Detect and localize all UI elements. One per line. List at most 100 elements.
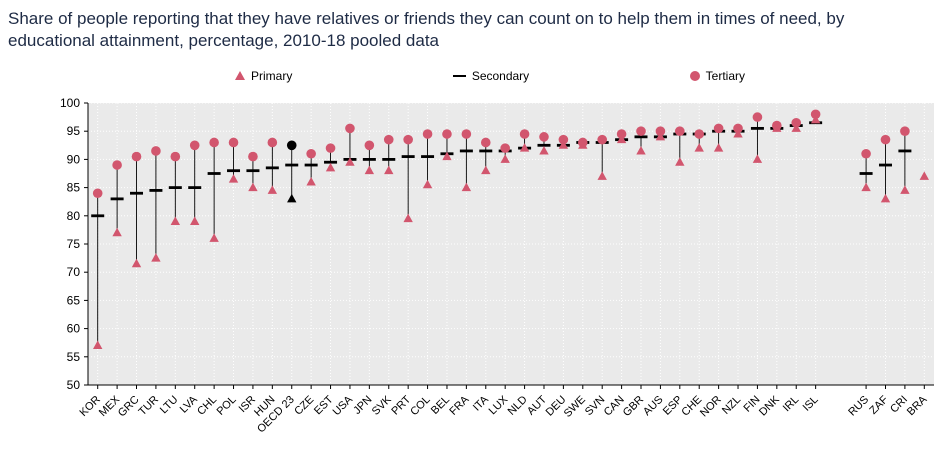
primary-marker xyxy=(772,123,782,132)
x-tick-label: KOR xyxy=(77,393,102,418)
primary-marker xyxy=(919,171,929,180)
tertiary-marker xyxy=(228,137,239,148)
legend-item-tertiary: Tertiary xyxy=(689,68,745,83)
tertiary-marker xyxy=(267,137,278,148)
y-tick-label: 95 xyxy=(67,124,81,138)
secondary-marker xyxy=(246,169,260,172)
tertiary-marker xyxy=(861,148,871,159)
x-tick-label: CZE xyxy=(292,394,316,418)
tertiary-marker xyxy=(325,143,336,153)
x-tick-label: ESP xyxy=(661,394,685,418)
primary-marker xyxy=(810,114,821,124)
secondary-marker xyxy=(362,157,376,161)
tertiary-marker xyxy=(383,134,394,145)
secondary-marker xyxy=(750,126,764,130)
chart-legend: Primary Secondary Tertiary xyxy=(235,69,745,83)
primary-marker xyxy=(248,182,258,191)
x-tick-label: JPN xyxy=(351,393,374,416)
primary-marker xyxy=(345,157,355,166)
secondary-marker xyxy=(859,171,873,175)
y-tick-label: 85 xyxy=(67,180,81,194)
tertiary-marker xyxy=(880,134,891,145)
tertiary-marker xyxy=(675,126,685,136)
tertiary-marker xyxy=(364,140,375,150)
tertiary-marker xyxy=(500,143,510,153)
primary-marker xyxy=(112,227,122,237)
secondary-marker xyxy=(130,191,144,195)
x-tick-label: USA xyxy=(331,393,356,418)
primary-marker xyxy=(403,213,413,222)
chart-area: 50 55 60 65 70 75 80 85 90 95 100 KOR MEX GRC TUR LTU LV… xyxy=(0,85,952,439)
y-tick-label: 60 xyxy=(67,321,81,335)
x-tick-label: EST xyxy=(312,393,336,417)
tertiary-marker xyxy=(170,151,181,162)
y-tick-label: 75 xyxy=(67,237,81,251)
primary-marker xyxy=(209,233,219,242)
triangle-icon xyxy=(235,71,245,81)
x-tick-label: COL xyxy=(408,394,432,418)
tertiary-marker xyxy=(791,117,802,128)
x-tick-label: AUS xyxy=(641,394,665,418)
primary-marker xyxy=(325,162,336,172)
primary-marker xyxy=(93,340,103,349)
x-tick-label: SVK xyxy=(370,393,395,418)
primary-marker xyxy=(900,185,910,194)
x-tick-label: NOR xyxy=(698,393,724,419)
x-tick-label: BRA xyxy=(905,393,930,418)
tertiary-marker xyxy=(733,123,743,134)
primary-marker xyxy=(616,134,627,144)
secondary-marker xyxy=(285,163,299,167)
tertiary-marker xyxy=(461,129,472,139)
x-tick-label: RUS xyxy=(846,394,871,419)
primary-marker xyxy=(675,157,685,166)
primary-marker xyxy=(267,185,278,194)
primary-marker xyxy=(190,216,200,225)
x-tick-label: IRL xyxy=(781,394,802,415)
tertiary-marker xyxy=(636,126,646,136)
secondary-marker xyxy=(207,171,221,175)
x-tick-label: BEL xyxy=(429,394,452,417)
primary-marker xyxy=(636,145,646,155)
circle-icon xyxy=(689,70,700,81)
secondary-marker xyxy=(382,157,396,161)
tertiary-marker xyxy=(209,137,219,148)
primary-marker xyxy=(422,179,433,189)
tertiary-marker xyxy=(616,129,627,139)
primary-marker xyxy=(481,165,491,175)
x-tick-label: SWE xyxy=(562,394,588,420)
legend-label-tertiary: Tertiary xyxy=(705,68,745,83)
primary-marker xyxy=(287,193,297,203)
tertiary-marker xyxy=(306,148,316,159)
y-tick-label: 100 xyxy=(60,96,80,110)
tertiary-marker xyxy=(539,131,549,142)
primary-marker xyxy=(880,193,891,203)
secondary-marker xyxy=(634,135,648,139)
tertiary-marker xyxy=(558,134,569,145)
x-tick-label: FRA xyxy=(447,393,472,418)
x-tick-label: AUT xyxy=(525,393,549,417)
primary-marker xyxy=(578,140,588,149)
primary-marker xyxy=(597,171,607,180)
tertiary-marker xyxy=(597,134,607,145)
tertiary-marker xyxy=(286,140,297,150)
tertiary-marker xyxy=(752,112,763,122)
x-tick-label: CAN xyxy=(602,393,627,418)
primary-marker xyxy=(655,131,666,141)
primary-marker xyxy=(384,165,394,175)
x-tick-label: SVN xyxy=(583,393,608,418)
primary-marker xyxy=(461,182,472,191)
tertiary-marker xyxy=(403,134,413,145)
primary-marker xyxy=(519,142,530,152)
x-tick-label: LTU xyxy=(158,393,181,416)
y-tick-label: 70 xyxy=(67,265,81,279)
tertiary-marker xyxy=(151,146,161,156)
primary-marker xyxy=(558,140,569,149)
tertiary-marker xyxy=(112,160,122,170)
secondary-marker xyxy=(110,197,124,201)
tertiary-marker xyxy=(810,109,821,119)
primary-marker xyxy=(131,258,142,268)
legend-item-primary: Primary xyxy=(235,69,292,83)
tertiary-marker xyxy=(655,126,666,136)
primary-marker xyxy=(228,174,239,183)
secondary-marker xyxy=(324,160,338,164)
